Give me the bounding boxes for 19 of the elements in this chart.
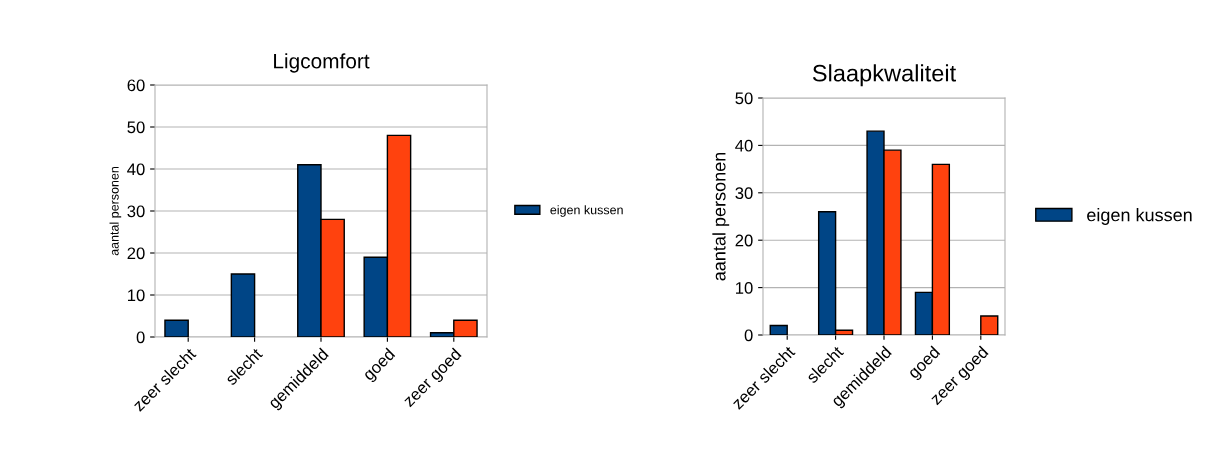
y-tick-label: 0 (744, 329, 753, 342)
y-tick-label: 50 (127, 121, 145, 134)
chart-title: Slaapkwaliteit (812, 64, 957, 87)
y-axis-title: aantal personen (109, 166, 122, 256)
y-tick-label: 40 (735, 139, 753, 152)
y-tick-label: 10 (736, 282, 753, 294)
y-axis-title: aantal personen (712, 152, 730, 281)
y-tick-label: 10 (128, 289, 145, 302)
legend-label: eigen kussen (1087, 208, 1192, 225)
y-tick-label: 60 (127, 79, 145, 92)
y-tick-label: 50 (735, 92, 753, 105)
y-tick-label: 0 (136, 331, 145, 344)
y-tick-label: 30 (735, 187, 753, 199)
y-tick-label: 20 (127, 247, 145, 260)
chart-title: Ligcomfort (274, 53, 370, 73)
y-tick-label: 40 (127, 163, 145, 176)
y-tick-label: 20 (735, 234, 753, 247)
legend-label: eigen kussen (550, 205, 623, 217)
y-tick-label: 30 (127, 205, 145, 218)
